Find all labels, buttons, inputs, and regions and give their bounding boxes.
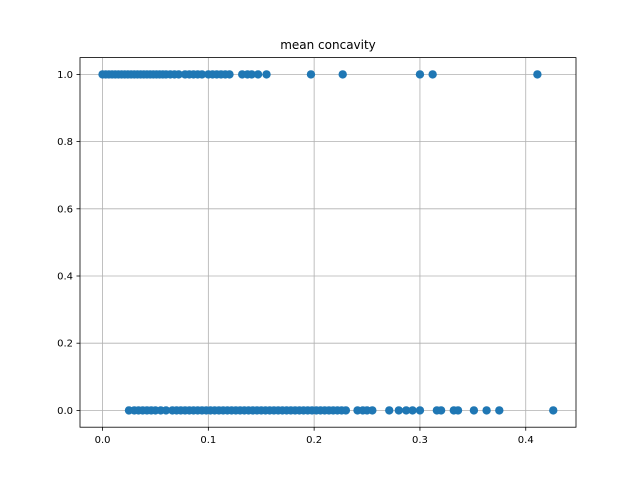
data-point (549, 406, 558, 415)
data-point (453, 406, 463, 415)
data-point (469, 406, 479, 415)
x-tick-label: 0.2 (306, 435, 322, 446)
y-tick-label: 0.4 (57, 272, 73, 283)
chart-title: mean concavity (280, 38, 376, 52)
x-tick-label: 0.3 (412, 435, 428, 446)
x-tick-label: 0.4 (518, 435, 534, 446)
y-tick-label: 0.2 (57, 339, 73, 350)
data-point (174, 70, 183, 79)
data-point (262, 70, 271, 79)
data-point (436, 406, 446, 415)
data-point (341, 406, 351, 415)
data-point (247, 70, 256, 79)
data-point (161, 406, 171, 415)
data-point (408, 406, 417, 415)
x-tick-label: 0.1 (200, 435, 216, 446)
data-point (225, 70, 234, 79)
data-point (401, 406, 411, 415)
y-axis: 0.0 0.2 0.4 0.6 0.8 1.0 (57, 70, 80, 417)
y-tick-label: 0.8 (57, 137, 73, 148)
x-tick-label: 0.0 (95, 435, 111, 446)
data-point (385, 406, 394, 415)
data-points (98, 70, 558, 415)
data-point (415, 406, 425, 415)
data-point (533, 70, 542, 79)
data-point (368, 406, 377, 415)
grid (80, 57, 576, 428)
x-axis: 0.0 0.1 0.2 0.3 0.4 (95, 427, 534, 446)
axes-frame (79, 57, 577, 428)
data-point (338, 70, 347, 79)
y-tick-label: 0.0 (57, 406, 73, 417)
data-point (306, 70, 316, 79)
data-point (415, 70, 425, 79)
data-point (253, 70, 263, 79)
y-tick-label: 0.6 (57, 204, 73, 215)
data-point (482, 406, 491, 415)
data-point (197, 70, 207, 79)
data-point (495, 406, 504, 415)
data-point (428, 70, 437, 79)
y-tick-label: 1.0 (57, 70, 73, 81)
data-point (394, 406, 403, 415)
